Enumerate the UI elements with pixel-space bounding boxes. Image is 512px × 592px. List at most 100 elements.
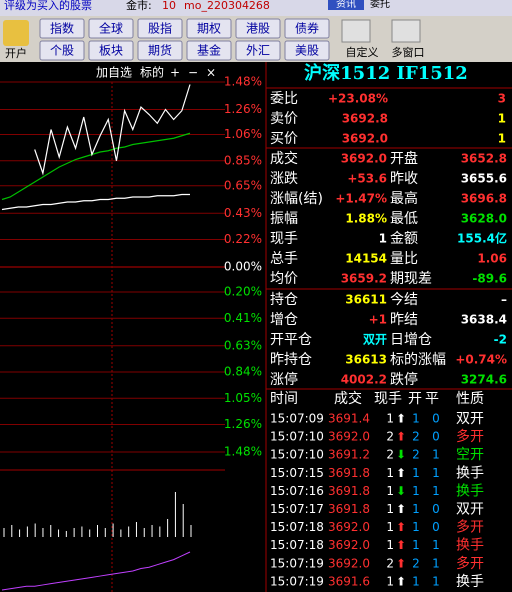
row-value: +1.47%: [335, 192, 387, 206]
y-tick-label: 0.85%: [224, 153, 262, 167]
lock-icon[interactable]: [3, 20, 29, 46]
trade-qty: 1: [386, 466, 394, 480]
toolbar-button-label[interactable]: 全球: [99, 21, 123, 36]
row-label-2: 金额: [390, 231, 418, 247]
chart-control[interactable]: 加自选: [96, 66, 132, 80]
toolbar-button[interactable]: [235, 40, 281, 61]
chart-control[interactable]: 标的: [140, 65, 164, 80]
trade-header: 平: [425, 391, 439, 407]
toolbar-button-label[interactable]: 美股: [295, 44, 319, 58]
trade-arrow: ⬆: [396, 502, 406, 516]
news[interactable]: 资讯: [336, 0, 356, 10]
open-interest-line: [1, 551, 191, 591]
trade-price: 3692.0: [328, 556, 370, 570]
toolbar-button-label[interactable]: 港股: [246, 22, 270, 36]
row-label-2: 昨结: [390, 312, 418, 328]
toolbar-button-label[interactable]: 基金: [197, 43, 221, 58]
multi-window[interactable]: 多窗口: [392, 45, 425, 59]
trade-kind: 双开: [456, 411, 484, 427]
chart-control[interactable]: ×: [206, 66, 216, 80]
row-label: 委比: [270, 91, 298, 107]
chart-control[interactable]: −: [188, 66, 198, 80]
toolbar-button[interactable]: [88, 18, 134, 39]
trade-kind: 多开: [456, 428, 484, 445]
trade-header: 性质: [456, 391, 484, 407]
row-label: 涨停: [270, 371, 298, 388]
toolbar-button[interactable]: [137, 40, 183, 61]
trade-open: 1: [412, 538, 420, 552]
trade-open: 1: [412, 502, 420, 516]
custom[interactable]: 自定义: [346, 45, 379, 59]
toolbar-button[interactable]: [284, 18, 330, 39]
row-label: 成交: [270, 150, 298, 167]
row-value: 1.88%: [345, 212, 387, 226]
price-line: [34, 84, 191, 176]
toolbar-button[interactable]: [39, 40, 85, 61]
toolbar-button[interactable]: [284, 40, 330, 61]
trade-close: 1: [432, 574, 440, 588]
row-value: 36613: [345, 353, 387, 367]
trade-time: 15:07:18: [270, 520, 324, 534]
trade-kind: 多开: [456, 555, 484, 572]
trade-time: 15:07:17: [270, 502, 324, 516]
y-tick-label: 0.00%: [224, 260, 262, 274]
trade-price: 3691.8: [328, 466, 370, 480]
toolbar-button-label[interactable]: 板块: [99, 44, 123, 58]
trade-header: 时间: [270, 391, 298, 407]
row-label: 买价: [270, 131, 298, 147]
trade-arrow: ⬆: [396, 538, 406, 552]
trade-price: 3691.4: [328, 412, 370, 426]
toolbar-button[interactable]: [88, 40, 134, 61]
row-label-2: 日增仓: [390, 332, 432, 348]
trade-qty: 1: [386, 574, 394, 588]
trade-arrow: ⬆: [396, 466, 406, 480]
toolbar-button[interactable]: [186, 18, 232, 39]
y-tick-label: 1.26%: [224, 102, 262, 116]
row-value: +53.6: [347, 172, 387, 186]
trade-open: 1: [412, 412, 420, 426]
trade-header: 成交: [334, 390, 362, 407]
y-tick-label: 1.06%: [224, 127, 262, 141]
toolbar-button-label[interactable]: 股指: [148, 21, 172, 36]
toolbar-button[interactable]: [186, 40, 232, 61]
row-label: 增仓: [270, 312, 298, 328]
trade-qty: 2: [386, 430, 394, 444]
order[interactable]: 委托: [370, 0, 390, 10]
y-tick-label: 1.05%: [224, 391, 262, 405]
y-tick-label: 1.48%: [224, 445, 262, 459]
toolbar-button-label[interactable]: 期货: [148, 43, 172, 58]
row-count: 3: [498, 92, 506, 106]
row-label: 涨跌: [270, 171, 298, 187]
toolbar-button[interactable]: [137, 18, 183, 39]
chart-control[interactable]: +: [170, 66, 180, 80]
toolbar-button[interactable]: [235, 18, 281, 39]
row-value: 3692.0: [342, 132, 388, 146]
trade-time: 15:07:19: [270, 556, 324, 570]
trade-qty: 2: [386, 448, 394, 462]
toolbar-button[interactable]: [39, 18, 85, 39]
trade-price: 3692.0: [328, 538, 370, 552]
toolbar-button-label[interactable]: 外汇: [246, 44, 270, 58]
quote-title: 沪深1512 IF1512: [304, 62, 468, 84]
trade-qty: 1: [386, 520, 394, 534]
chart-controls: [96, 64, 226, 82]
trade-price: 3691.6: [328, 574, 370, 588]
row-label-2: 量比: [390, 251, 418, 267]
row-value-2: 3638.4: [461, 313, 507, 327]
news-tab[interactable]: [328, 0, 364, 10]
open-account[interactable]: 开户: [5, 46, 27, 60]
row-label-2: 最低: [390, 211, 418, 227]
toolbar-button-label[interactable]: 个股: [50, 44, 74, 58]
trade-time: 15:07:16: [270, 484, 324, 498]
trade-arrow: ⬆: [396, 412, 406, 426]
multi-icon[interactable]: [391, 19, 421, 43]
toolbar-button-label[interactable]: 指数: [50, 21, 74, 36]
row-value: 14154: [345, 252, 387, 266]
row-value: 双开: [363, 333, 387, 347]
trade-close: 0: [432, 520, 440, 534]
row-label: 现手: [270, 231, 298, 247]
toolbar-button-label[interactable]: 债券: [295, 21, 319, 36]
toolbar-button-label[interactable]: 期权: [197, 22, 221, 36]
custom-icon[interactable]: [341, 19, 371, 43]
